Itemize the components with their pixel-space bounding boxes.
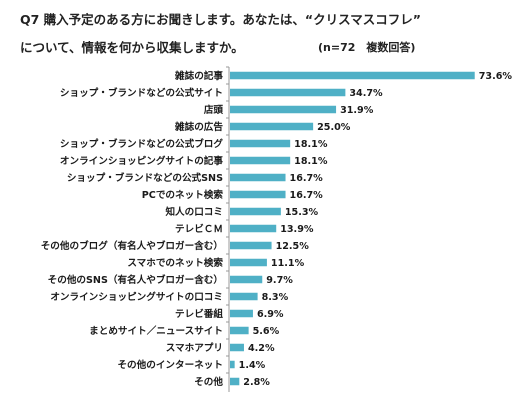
bar-value-label: 16.7%: [290, 173, 324, 184]
bar: [230, 207, 281, 216]
bar-value-label: 8.3%: [262, 292, 289, 303]
bar: [230, 71, 475, 80]
bar-value-label: 73.6%: [479, 71, 513, 82]
bar: [230, 224, 277, 233]
bar-value-label: 4.2%: [248, 343, 275, 354]
bar: [230, 326, 249, 335]
bar-value-label: 34.7%: [349, 88, 383, 99]
bar: [230, 139, 291, 148]
bar-value-label: 16.7%: [290, 190, 324, 201]
category-label: ショップ・ブランドなどの公式サイト: [60, 87, 223, 99]
bar: [230, 292, 258, 301]
bar: [230, 309, 253, 318]
category-label: 雑誌の記事: [174, 70, 223, 82]
category-label: ショップ・ブランドなどの公式SNS: [67, 172, 223, 184]
category-label: テレビＣＭ: [175, 223, 223, 235]
category-label: その他: [194, 376, 223, 388]
bar: [230, 190, 286, 199]
category-label: オンラインショッピングサイトの記事: [60, 155, 223, 167]
category-label: スマホアプリ: [166, 342, 223, 354]
bar: [230, 156, 291, 165]
bar: [230, 122, 314, 131]
bar-value-label: 1.4%: [239, 360, 266, 371]
bar: [230, 275, 263, 284]
sample-size-note: (n=72 複数回答): [318, 41, 416, 54]
bar-value-label: 18.1%: [294, 156, 328, 167]
bar-value-label: 5.6%: [253, 326, 280, 337]
bar: [230, 360, 235, 369]
category-label: オンラインショッピングサイトの口コミ: [50, 291, 223, 303]
category-label: その他のブログ（有名人やブロガー含む）: [41, 240, 223, 252]
chart-title-line-1: Q7 購入予定のある方にお聞きします。あなたは、“クリスマスコフレ”: [20, 12, 421, 27]
bar-value-label: 2.8%: [243, 377, 270, 388]
bar: [230, 343, 244, 352]
category-label: テレビ番組: [175, 308, 223, 320]
category-label: 雑誌の広告: [174, 121, 223, 133]
bar: [230, 88, 346, 97]
bar-value-label: 9.7%: [266, 275, 293, 286]
bar: [230, 241, 272, 250]
bar: [230, 258, 267, 267]
chart-title-line-2: について、情報を何から収集しますか。: [20, 40, 244, 55]
bar: [230, 377, 240, 386]
bar-value-label: 6.9%: [257, 309, 284, 320]
category-label: スマホでのネット検索: [127, 257, 223, 269]
bar: [230, 173, 286, 182]
bar-value-label: 11.1%: [271, 258, 305, 269]
bar-value-label: 25.0%: [317, 122, 351, 133]
category-label: 店頭: [203, 104, 224, 116]
category-label: その他のSNS（有名人やブロガー含む）: [48, 274, 223, 286]
bar-value-label: 12.5%: [276, 241, 310, 252]
bar-value-label: 31.9%: [340, 105, 374, 116]
category-label: まとめサイト／ニュースサイト: [89, 325, 223, 337]
bar-value-label: 13.9%: [280, 224, 314, 235]
bar-value-label: 15.3%: [285, 207, 319, 218]
bar-value-label: 18.1%: [294, 139, 328, 150]
category-label: ショップ・ブランドなどの公式ブログ: [60, 138, 223, 150]
category-label: 知人の口コミ: [164, 206, 223, 218]
category-label: PCでのネット検索: [142, 189, 224, 201]
category-label: その他のインターネット: [117, 359, 223, 371]
bar: [230, 105, 337, 114]
